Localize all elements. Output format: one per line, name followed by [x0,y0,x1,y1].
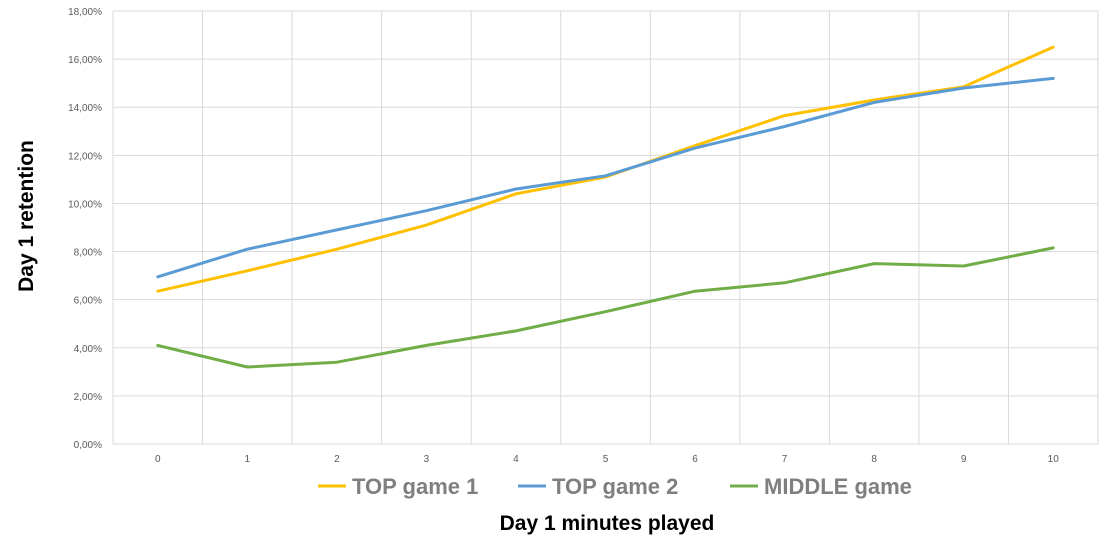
y-tick-label: 2,00% [74,392,102,403]
y-tick-label: 0,00% [74,440,102,451]
x-tick-label: 3 [424,454,430,465]
y-tick-label: 14,00% [68,103,102,114]
x-tick-label: 9 [961,454,967,465]
y-tick-label: 8,00% [74,248,102,259]
x-tick-label: 1 [245,454,251,465]
x-tick-label: 4 [513,454,519,465]
x-axis-ticks: 0 1 2 3 4 5 6 7 8 9 10 [155,454,1059,465]
x-tick-label: 7 [782,454,788,465]
x-axis-title: Day 1 minutes played [500,512,715,535]
x-tick-label: 2 [334,454,340,465]
y-tick-label: 10,00% [68,199,102,210]
y-tick-label: 18,00% [68,7,102,18]
y-tick-label: 6,00% [74,296,102,307]
x-tick-label: 10 [1048,454,1060,465]
x-tick-label: 5 [603,454,609,465]
legend-label: TOP game 2 [552,474,678,499]
y-tick-label: 16,00% [68,55,102,66]
legend-label: MIDDLE game [764,474,912,499]
series-line-2 [156,76,1055,279]
x-tick-label: 6 [692,454,698,465]
y-axis-title: Day 1 retention [15,140,38,292]
x-tick-label: 8 [871,454,877,465]
y-axis-ticks: 0,00% 2,00% 4,00% 6,00% 8,00% 10,00% 12,00% 14,… [68,7,102,451]
series-line-3 [156,246,1055,369]
x-tick-label: 0 [155,454,161,465]
legend: TOP game 1 TOP game 2 MIDDLE game [318,474,912,499]
y-tick-label: 12,00% [68,151,102,162]
y-tick-label: 4,00% [74,344,102,355]
legend-label: TOP game 1 [352,474,478,499]
gridlines [112,10,1099,445]
series-lines [156,45,1055,369]
